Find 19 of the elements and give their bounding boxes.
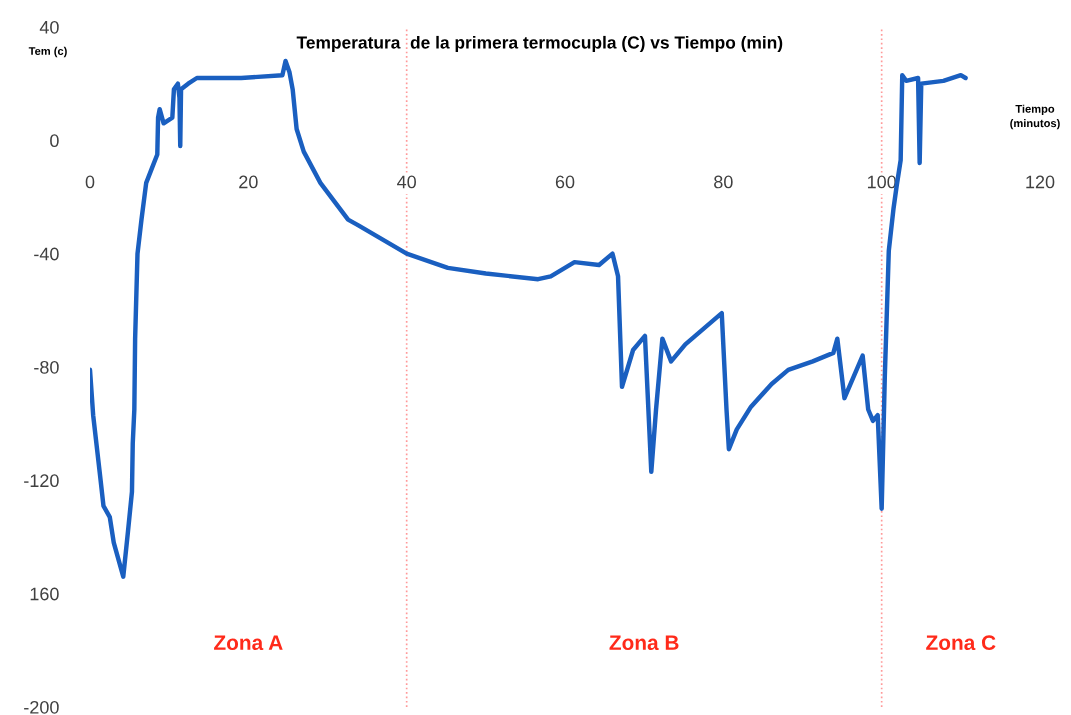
annotation: Zona A	[214, 635, 283, 651]
x-tick-label: 40	[397, 175, 416, 189]
y-tick-label: -80	[34, 360, 59, 374]
y-tick-label: -40	[34, 247, 59, 261]
x-tick-label: 60	[555, 175, 575, 189]
x-tick-label: 0	[85, 175, 95, 189]
x-tick-label: 80	[714, 175, 733, 189]
y-axis-title: Tem (c)	[28, 46, 67, 58]
y-tick-label: -200	[24, 700, 59, 714]
annotation: Zona C	[926, 635, 996, 651]
x-tick-label: 120	[1026, 175, 1055, 189]
annotation: Zona B	[609, 635, 679, 651]
y-tick-label: 40	[39, 20, 59, 34]
y-tick-label: 160	[30, 587, 59, 601]
x-tick-label: 20	[239, 175, 258, 189]
chart-title: Temperatura de la primera termocupla (C) vs Tiempo (min)	[296, 35, 783, 53]
y-tick-label: 0	[50, 134, 59, 148]
x-axis-title: Tiempo (minutos)	[1010, 104, 1060, 130]
y-tick-label: -120	[24, 474, 59, 488]
